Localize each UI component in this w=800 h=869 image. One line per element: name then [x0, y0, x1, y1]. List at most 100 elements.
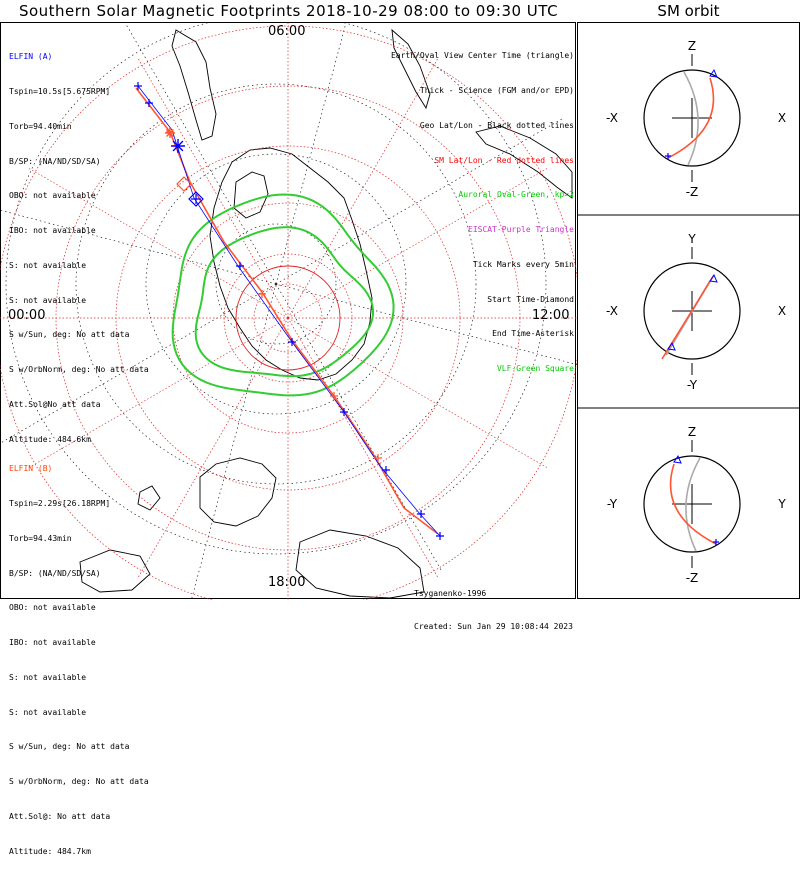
- sm-longitude-line: [287, 167, 548, 319]
- coastline-segment: [137, 485, 161, 511]
- sm-longitude-line: [28, 317, 289, 469]
- geo-longitude-line: [191, 283, 277, 600]
- orbit-end-marker: [713, 539, 719, 545]
- elfin-a-start-cross: [191, 194, 201, 204]
- elfin-b-line: Att.Sol@: No att data: [9, 812, 111, 821]
- earth-circle: [643, 69, 741, 167]
- coastline-segment: [171, 29, 217, 141]
- elfin-b-line: OBO: not available: [9, 603, 96, 613]
- legend-item: Auroral Oval-Green, kp=2: [458, 190, 574, 200]
- elfin-a-tick: [236, 262, 244, 270]
- orbit-path-gray: [683, 71, 699, 166]
- legend-item: SM Lat/Lon - Red dotted lines: [434, 155, 574, 165]
- orbit-axis-right: X: [778, 111, 786, 125]
- sm-latitude-ring: [253, 283, 323, 353]
- orbit-axis-left: -X: [606, 111, 618, 125]
- elfin-b-end-asterisk: [165, 128, 175, 138]
- elfin-a-line: Torb=94.40min: [9, 121, 72, 131]
- geo-longitude-line: [275, 283, 442, 570]
- elfin-a-end-asterisk: [171, 139, 185, 153]
- footer: Tsyganenko-1996 Created: Sun Jan 29 10:0…: [414, 566, 573, 643]
- orbit-end-marker: [665, 153, 671, 159]
- elfin-a-line: Altitude: 484.6km: [9, 434, 91, 444]
- sm-grid: [0, 22, 577, 600]
- coastline-segment: [233, 171, 269, 219]
- geo-latitude-ring: [5, 22, 547, 555]
- sm-longitude-line: [287, 58, 439, 319]
- legend-item: Earth/Oval View Center Time (triangle): [390, 51, 574, 61]
- elfin-b-name: ELFIN (B): [9, 464, 53, 474]
- orbit-axis-right: X: [778, 304, 786, 318]
- geo-latitude-ring: [75, 83, 477, 485]
- earth-circle: [643, 262, 741, 360]
- geo-latitude-ring: [145, 153, 407, 415]
- auroral-oval-outer: [171, 193, 395, 397]
- elfin-a-line: S w/Sun, deg: No att data: [9, 330, 130, 340]
- elfin-b-info: ELFIN (B) Tspin=2.29s[26.18RPM] Torb=94.…: [9, 440, 149, 869]
- mlt-label-left: 00:00: [8, 308, 46, 323]
- elfin-a-start-diamond: [188, 191, 204, 207]
- legend-item: VLF-Green Square: [496, 364, 574, 374]
- coastline: [79, 28, 573, 599]
- elfin-b-line: S w/Sun, deg: No att data: [9, 742, 130, 752]
- sm-longitude-line: [137, 58, 289, 319]
- legend-item: Geo Lat/Lon - Black dotted lines: [419, 120, 574, 130]
- coastline-segment: [199, 457, 277, 527]
- legend-item: Tick Marks every 5min: [472, 259, 574, 269]
- elfin-b-tick: [330, 392, 338, 400]
- elfin-a-line: IBO: not available: [9, 226, 96, 236]
- coastline-segment: [391, 28, 431, 110]
- sm-longitude-line: [137, 317, 289, 578]
- elfin-b-line: S w/OrbNorm, deg: No att data: [9, 777, 149, 787]
- legend: Earth/Oval View Center Time (triangle) T…: [391, 27, 574, 386]
- sm-longitude-line: [28, 167, 289, 319]
- elfin-a-tick: [340, 408, 348, 416]
- elfin-b-start-diamond: [176, 176, 192, 192]
- orbit-axis-top: Z: [688, 39, 696, 53]
- auroral-oval: [171, 193, 395, 397]
- elfin-b-track: [135, 87, 439, 535]
- elfin-b-line: Tspin=2.29s[26.18RPM]: [9, 498, 111, 508]
- earth-circle: [643, 455, 741, 553]
- orbit-axis-top: Z: [688, 425, 696, 439]
- elfin-b-tick: [258, 290, 266, 298]
- sm-pole-circle: [235, 265, 341, 371]
- elfin-a-tick: [382, 466, 390, 474]
- elfin-b-line: Altitude: 484.7km: [9, 846, 91, 856]
- orbit-axis-top: Y: [687, 232, 696, 246]
- elfin-a-tick: [145, 99, 153, 107]
- elfin-a-tick: [288, 338, 296, 346]
- sm-longitude-line: [287, 317, 439, 578]
- elfin-a-line: B/SP: (NA/ND/SD/SA): [9, 156, 101, 166]
- elfin-b-line: B/SP: (NA/ND/SD/SA): [9, 568, 101, 578]
- elfin-b-line: Torb=94.43min: [9, 533, 72, 543]
- geo-longitude-line: [275, 22, 347, 285]
- legend-item: Start Time-Diamond: [487, 294, 574, 304]
- elfin-a-line: Att.Sol@No att data: [9, 400, 101, 409]
- elfin-a-tick: [436, 532, 444, 540]
- legend-item: Thick - Science (FGM and/or EPD): [419, 85, 574, 95]
- geo-longitude-line: [0, 209, 277, 285]
- page-title: Southern Solar Magnetic Footprints 2018-…: [18, 2, 559, 20]
- orbit-path-b: [667, 77, 715, 159]
- orbit-start-markers: [667, 273, 718, 351]
- orbit-start-marker: [709, 68, 718, 78]
- elfin-a-tick: [134, 82, 142, 90]
- footprint-map: [0, 22, 577, 600]
- orbit-axis-left: -X: [606, 304, 618, 318]
- elfin-a-name: ELFIN (A): [9, 52, 53, 62]
- sm-longitude-line: [287, 317, 548, 469]
- geo-latitude-ring: [215, 223, 337, 345]
- orbit-axis-right: Y: [777, 497, 786, 511]
- elfin-b-line: IBO: not available: [9, 638, 96, 648]
- coastline-segment: [209, 147, 373, 381]
- elfin-b-line: S: not available: [9, 672, 87, 682]
- legend-item: EISCAT-Purple Triangle: [468, 225, 574, 235]
- orbit-path-b: [669, 463, 717, 545]
- orbit-axis-left: -Y: [607, 497, 618, 511]
- model-name: Tsyganenko-1996: [414, 589, 487, 598]
- elfin-a-line: S: not available: [9, 295, 87, 305]
- sm-orbit-panels: Z -Z -X X Y -Y -X X Z -Z -Y Y: [577, 22, 800, 599]
- elfin-b-line: S: not available: [9, 707, 87, 717]
- orbit-title: SM orbit: [657, 2, 720, 20]
